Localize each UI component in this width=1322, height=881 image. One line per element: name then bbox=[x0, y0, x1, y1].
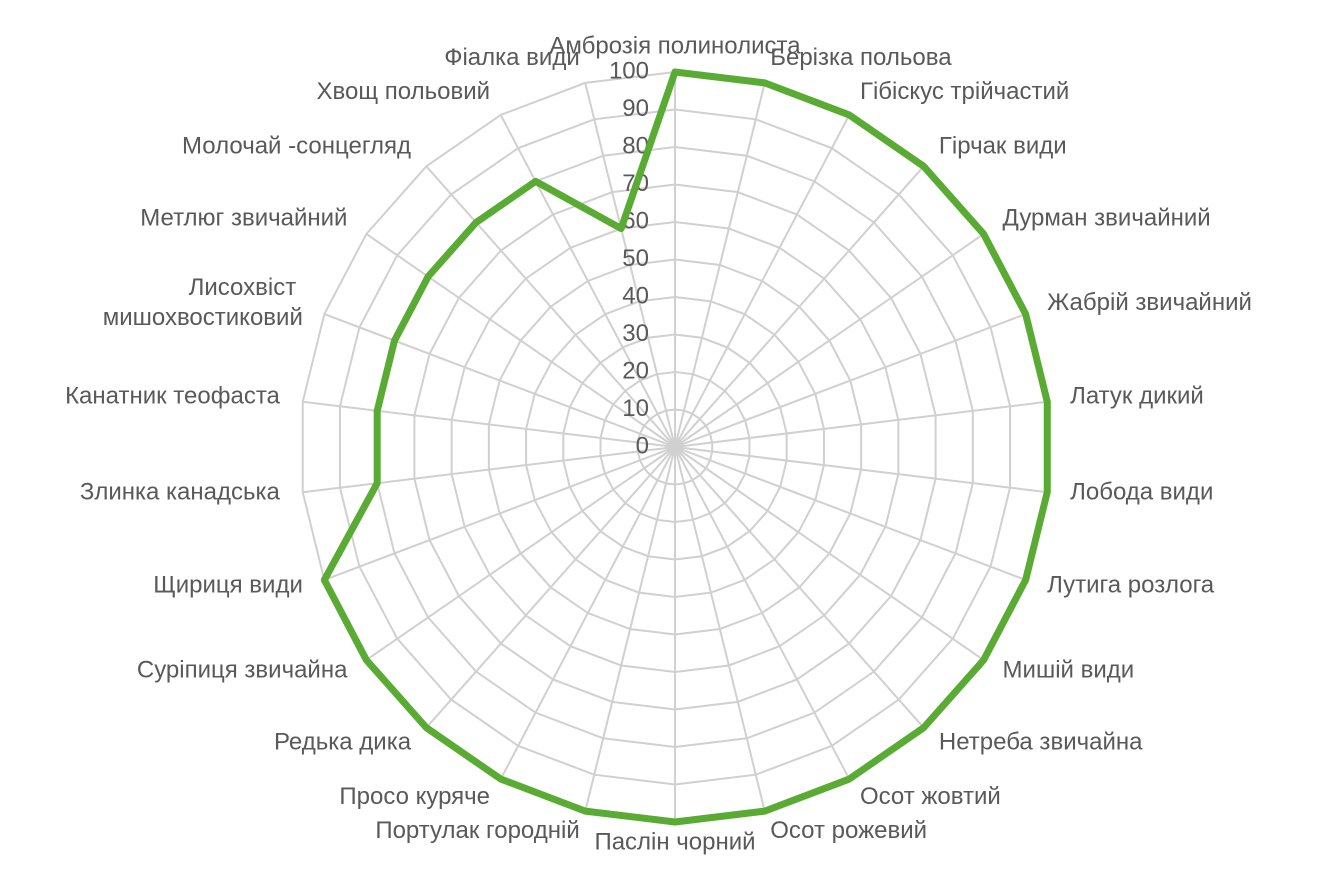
category-label: Амброзія полинолиста bbox=[549, 32, 801, 59]
grid-spoke bbox=[674, 82, 766, 448]
category-label: Осот жовтий bbox=[860, 783, 1001, 810]
data-line bbox=[320, 68, 1051, 826]
category-label: Гірчак види bbox=[939, 132, 1067, 159]
grid-spoke bbox=[499, 446, 676, 780]
grid-spoke bbox=[425, 446, 676, 729]
grid-spoke bbox=[674, 446, 1026, 581]
category-label: Редька дика bbox=[274, 728, 412, 755]
category-label: Осот рожевий bbox=[770, 817, 927, 844]
grid-spoke bbox=[499, 114, 676, 448]
grid-spoke bbox=[674, 165, 925, 448]
category-label: Гібіскус трійчастий bbox=[860, 78, 1069, 105]
category-label: Молочай -сонцегляд bbox=[182, 132, 411, 159]
grid-spoke bbox=[324, 446, 676, 581]
category-label: Берізка польова bbox=[770, 44, 952, 71]
category-label: Метлюг звичайний bbox=[140, 204, 347, 231]
category-label: Фіалка види bbox=[444, 44, 580, 71]
grid-spoke bbox=[365, 446, 676, 661]
category-label: Лутига розлога bbox=[1047, 571, 1215, 598]
category-label: Мишій види bbox=[1003, 656, 1135, 683]
category-label: Латук дикий bbox=[1070, 382, 1204, 409]
grid-spoke bbox=[324, 313, 676, 448]
tick-label: 100 bbox=[609, 57, 649, 84]
category-label: Лисохвіст мишохвостиковий bbox=[103, 274, 303, 331]
category-label: Канатник теофаста bbox=[65, 382, 280, 409]
grid-spoke bbox=[365, 233, 676, 448]
grid-spoke bbox=[584, 82, 676, 448]
grid-spoke bbox=[425, 165, 676, 448]
tick-label: 40 bbox=[622, 282, 649, 309]
tick-label: 20 bbox=[622, 357, 649, 384]
tick-label: 0 bbox=[636, 432, 649, 459]
category-label: Дурман звичайний bbox=[1003, 204, 1211, 231]
category-label: Просо куряче bbox=[339, 783, 490, 810]
category-label: Нетреба звичайна bbox=[939, 728, 1143, 755]
grid-spoke bbox=[674, 400, 1048, 448]
grid-spoke bbox=[674, 446, 985, 661]
tick-label: 50 bbox=[622, 245, 649, 272]
grid-spoke bbox=[674, 233, 985, 448]
category-label: Жабрій звичайний bbox=[1047, 289, 1252, 316]
grid-spoke bbox=[674, 446, 1048, 494]
grid-spoke bbox=[674, 446, 766, 812]
category-label: Портулак городній bbox=[375, 817, 579, 844]
grid-spoke bbox=[674, 446, 925, 729]
grid-spoke bbox=[302, 400, 676, 448]
grid-spoke bbox=[674, 114, 851, 448]
category-label: Лобода види bbox=[1070, 478, 1213, 505]
grid-spoke bbox=[584, 446, 676, 812]
category-label: Паслін чорний bbox=[594, 828, 755, 855]
grid-spoke bbox=[302, 446, 676, 494]
category-label: Злинка канадська bbox=[80, 478, 281, 505]
tick-label: 30 bbox=[622, 320, 649, 347]
category-label: Хвощ польовий bbox=[317, 78, 490, 105]
grid-spoke bbox=[674, 313, 1026, 448]
grid-spoke bbox=[674, 446, 851, 780]
tick-label: 10 bbox=[622, 395, 649, 422]
category-label: Щириця види bbox=[153, 571, 303, 598]
category-label: Суріпиця звичайна bbox=[137, 656, 348, 683]
tick-label: 90 bbox=[622, 95, 649, 122]
